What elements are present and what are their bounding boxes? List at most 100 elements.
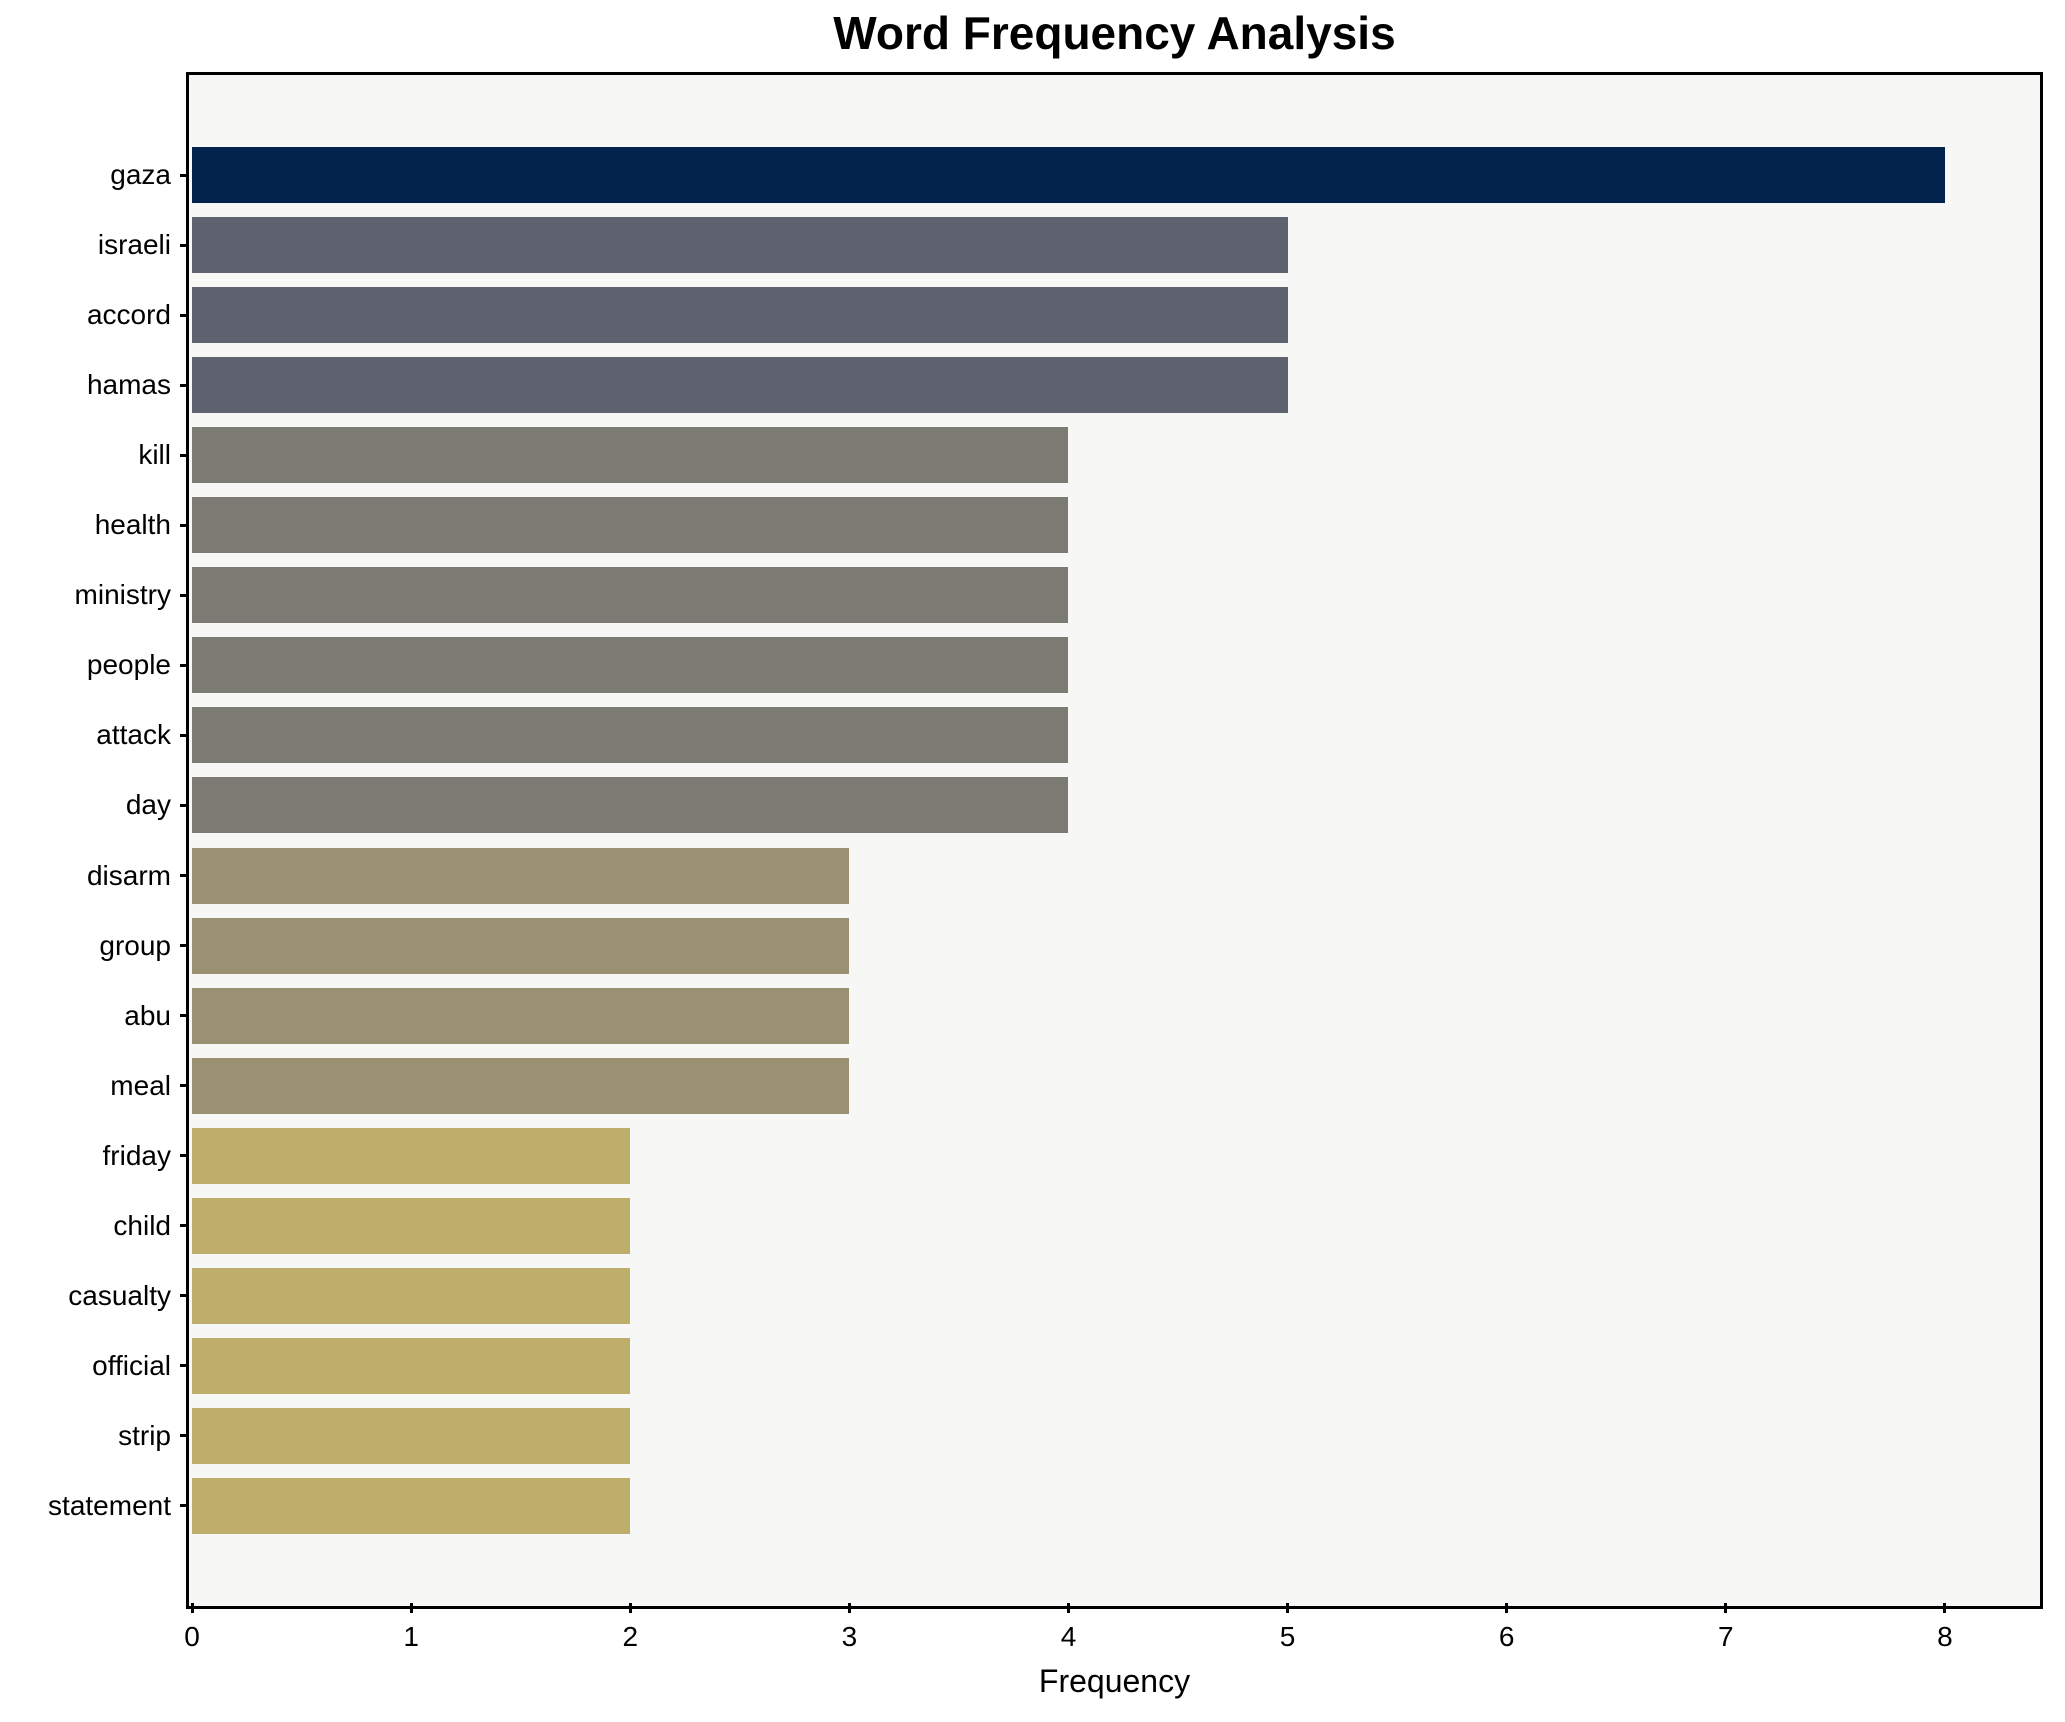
bar-row <box>192 1267 2037 1324</box>
plot-inner: Frequency gaza israeli accord hamas kill heal… <box>48 78 2037 1699</box>
bar-row <box>192 1477 2037 1534</box>
x-tick <box>409 1603 413 1613</box>
bar-ministry <box>192 567 1069 624</box>
bar-row <box>192 567 2037 624</box>
bar-row <box>192 1197 2037 1254</box>
y-tick <box>180 803 189 807</box>
y-tick-label-israeli: israeli <box>97 229 171 261</box>
x-tick <box>1943 1603 1947 1613</box>
y-tick <box>180 1014 189 1018</box>
bar-friday <box>192 1127 631 1184</box>
y-tick-label-hamas: hamas <box>86 369 171 401</box>
y-tick <box>180 1364 189 1368</box>
bar-row <box>192 497 2037 554</box>
x-tick-label-1: 1 <box>403 1621 419 1652</box>
y-tick-label-meal: meal <box>110 1069 171 1101</box>
bar-row <box>192 427 2037 484</box>
y-tick <box>180 1504 189 1508</box>
y-tick-label-kill: kill <box>138 439 171 471</box>
y-tick-label-accord: accord <box>86 299 171 331</box>
y-tick-label-disarm: disarm <box>86 859 171 891</box>
plot-area: Frequency gaza israeli accord hamas kill heal… <box>48 72 2043 1699</box>
bar-row <box>192 1057 2037 1114</box>
y-tick-label-group: group <box>99 929 171 961</box>
bar-hamas <box>192 357 1288 414</box>
bar-israeli <box>192 217 1288 274</box>
x-tick <box>190 1603 194 1613</box>
y-tick <box>180 593 189 597</box>
y-tick <box>180 453 189 457</box>
bar-row <box>192 777 2037 834</box>
x-tick <box>1505 1603 1509 1613</box>
bar-row <box>192 847 2037 904</box>
x-tick-label-4: 4 <box>1060 1621 1077 1652</box>
bar-kill <box>192 427 1069 484</box>
x-tick <box>1724 1603 1728 1613</box>
bar-row <box>192 147 2037 204</box>
bar-abu <box>192 987 850 1044</box>
y-tick <box>180 874 189 877</box>
bar-people <box>192 637 1069 694</box>
x-tick-label-7: 7 <box>1718 1621 1734 1652</box>
y-tick <box>180 523 189 527</box>
bar-health <box>192 497 1069 554</box>
bar-accord <box>192 287 1288 344</box>
y-tick <box>180 1084 189 1088</box>
x-tick-label-2: 2 <box>622 1621 639 1652</box>
bar-official <box>192 1337 631 1394</box>
x-tick-label-6: 6 <box>1498 1621 1515 1652</box>
x-tick <box>847 1603 851 1613</box>
y-tick <box>180 944 189 948</box>
bar-row <box>192 917 2037 974</box>
y-tick <box>180 1224 189 1228</box>
y-tick <box>180 663 189 667</box>
y-tick-label-abu: abu <box>124 999 171 1031</box>
chart-title: Word Frequency Analysis <box>833 7 1396 59</box>
bar-strip <box>192 1407 631 1464</box>
bar-row <box>192 357 2037 414</box>
bar-row <box>192 1407 2037 1464</box>
y-tick-label-casualty: casualty <box>68 1279 171 1311</box>
y-tick <box>180 1294 189 1298</box>
y-tick <box>180 733 189 737</box>
y-tick-label-ministry: ministry <box>74 579 171 611</box>
y-tick-label-friday: friday <box>102 1139 171 1171</box>
bar-row <box>192 707 2037 764</box>
x-tick-label-8: 8 <box>1937 1621 1953 1652</box>
y-tick <box>180 243 189 247</box>
bar-row <box>192 1337 2037 1394</box>
y-tick-label-statement: statement <box>48 1489 171 1521</box>
y-tick <box>180 383 189 387</box>
x-tick <box>1286 1603 1290 1613</box>
x-tick-label-3: 3 <box>841 1621 858 1652</box>
y-tick-label-day: day <box>125 789 171 821</box>
bar-child <box>192 1197 631 1254</box>
x-tick-label-0: 0 <box>184 1621 200 1652</box>
y-tick-label-official: official <box>92 1349 171 1381</box>
y-tick-label-health: health <box>94 509 171 541</box>
x-tick <box>628 1603 632 1613</box>
y-tick <box>180 173 189 177</box>
bar-meal <box>192 1057 850 1114</box>
bar-row <box>192 1127 2037 1184</box>
bar-disarm <box>192 847 850 904</box>
bar-attack <box>192 707 1069 764</box>
bar-day <box>192 777 1069 834</box>
bar-group <box>192 917 850 974</box>
bar-gaza <box>192 147 1945 204</box>
x-axis-label: Frequency <box>1038 1663 1191 1699</box>
bar-row <box>192 217 2037 274</box>
y-tick-label-attack: attack <box>96 719 171 751</box>
bar-statement <box>192 1477 631 1534</box>
y-tick <box>180 1434 189 1438</box>
bar-row <box>192 287 2037 344</box>
y-tick-label-strip: strip <box>118 1419 171 1451</box>
bar-row <box>192 987 2037 1044</box>
y-tick-label-people: people <box>86 649 171 681</box>
y-tick-label-gaza: gaza <box>110 159 171 191</box>
x-tick <box>1066 1603 1070 1613</box>
y-tick <box>180 313 189 317</box>
x-tick-label-5: 5 <box>1279 1621 1296 1652</box>
bar-row <box>192 637 2037 694</box>
